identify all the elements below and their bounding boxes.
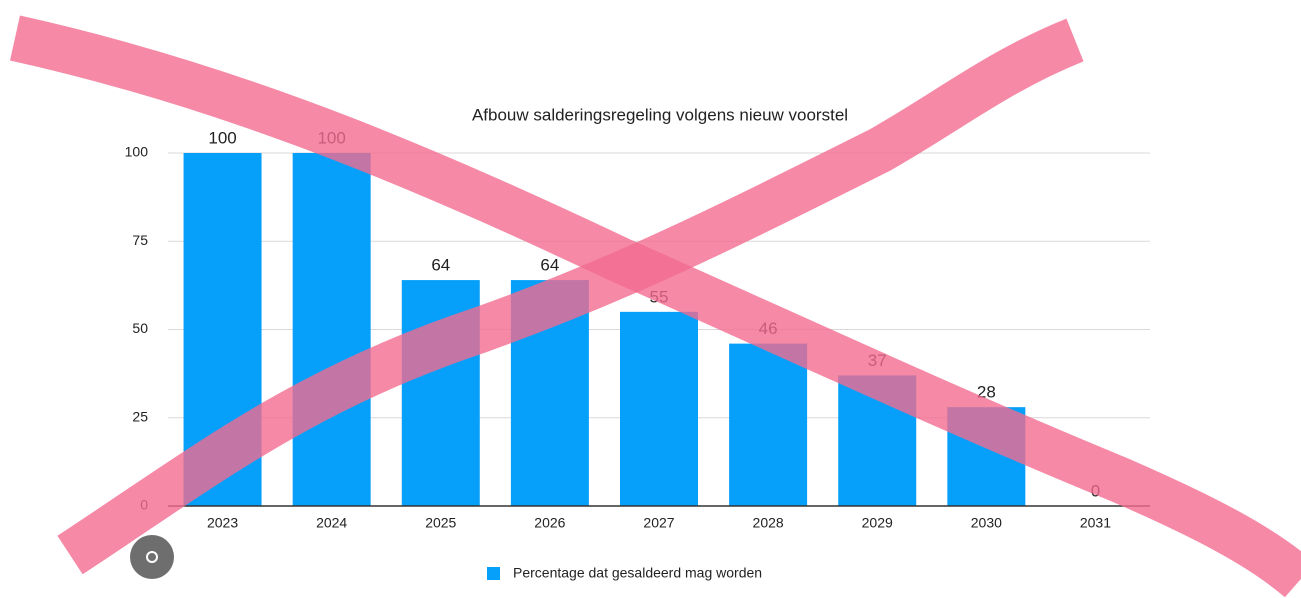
legend-label: Percentage dat gesaldeerd mag worden bbox=[513, 565, 762, 581]
y-tick-label: 50 bbox=[132, 320, 148, 336]
x-tick-label: 2027 bbox=[643, 515, 674, 531]
bar bbox=[620, 312, 698, 506]
bar bbox=[293, 153, 371, 506]
lens-icon[interactable] bbox=[130, 535, 174, 579]
x-tick-label: 2030 bbox=[971, 515, 1002, 531]
x-tick-label: 2031 bbox=[1080, 515, 1111, 531]
y-tick-label: 100 bbox=[125, 144, 149, 160]
chart: Afbouw salderingsregeling volgens nieuw … bbox=[0, 0, 1301, 598]
x-tick-label: 2025 bbox=[425, 515, 456, 531]
plot-area: 0255075100202310020241002025642026642027… bbox=[125, 128, 1150, 530]
x-tick-label: 2024 bbox=[316, 515, 347, 531]
y-tick-label: 25 bbox=[132, 408, 148, 424]
bar bbox=[729, 344, 807, 506]
legend: Percentage dat gesaldeerd mag worden bbox=[487, 565, 762, 581]
x-tick-label: 2026 bbox=[534, 515, 565, 531]
lens-button[interactable] bbox=[130, 535, 174, 579]
x-tick-label: 2023 bbox=[207, 515, 238, 531]
y-tick-label: 75 bbox=[132, 232, 148, 248]
x-tick-label: 2029 bbox=[862, 515, 893, 531]
value-label: 64 bbox=[540, 256, 559, 275]
value-label: 100 bbox=[208, 128, 236, 147]
value-label: 64 bbox=[431, 256, 450, 275]
legend-swatch bbox=[487, 567, 500, 580]
chart-title: Afbouw salderingsregeling volgens nieuw … bbox=[472, 105, 848, 124]
x-tick-label: 2028 bbox=[753, 515, 784, 531]
page: Afbouw salderingsregeling volgens nieuw … bbox=[0, 0, 1301, 598]
